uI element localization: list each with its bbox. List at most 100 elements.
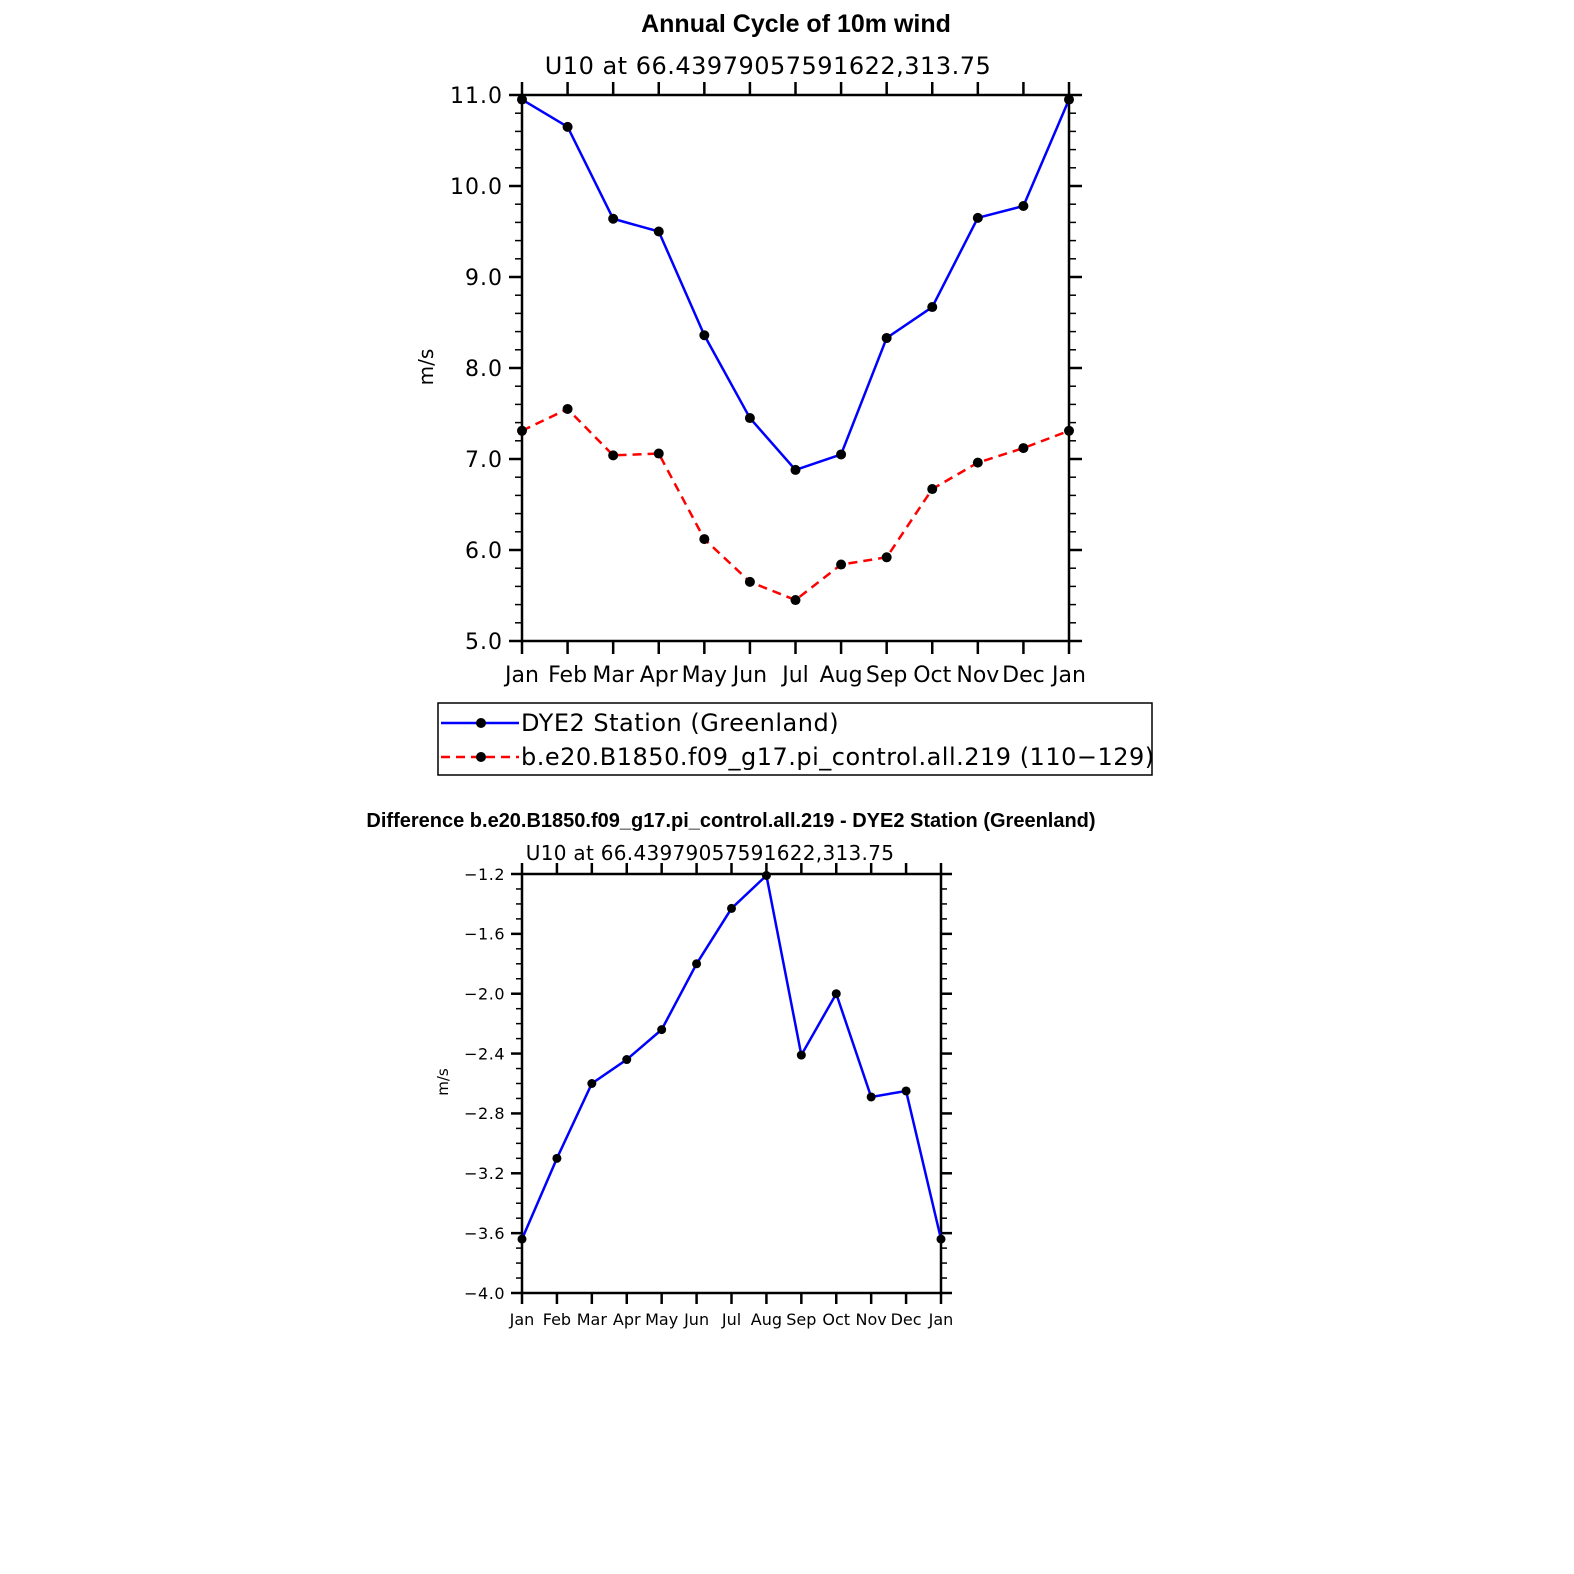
data-point [936,1234,946,1244]
x-tick-label: Jul [721,1310,741,1329]
x-tick-label: Apr [613,1310,641,1329]
data-point [1064,94,1074,105]
data-point [927,302,938,313]
y-tick-label: 6.0 [465,539,503,564]
series-line-0 [521,98,1071,472]
data-point [744,413,755,424]
x-tick-label: Apr [640,663,679,688]
legend-marker-observation [476,718,486,728]
y-tick-label: −1.2 [464,865,505,884]
data-point [790,595,801,606]
data-point [587,1079,597,1088]
data-point [1018,201,1029,212]
data-point [796,1050,806,1060]
data-point [608,213,619,224]
x-tick-label: Sep [866,663,907,688]
x-tick-label: Jan [509,1310,535,1329]
data-point [552,1153,562,1163]
y-tick-label: −2.8 [464,1104,505,1123]
x-tick-label: Jun [731,663,767,688]
chart1-ylabel: m/s [414,349,438,386]
x-tick-label: Jun [683,1310,709,1329]
difference-chart: Difference b.e20.B1850.f09_g17.pi_contro… [366,810,1095,1329]
y-tick-label: 11.0 [450,84,503,109]
legend-label-observation: DYE2 Station (Greenland) [521,709,839,737]
data-point [699,330,710,341]
y-tick-label: 8.0 [465,357,503,382]
x-tick-label: Jan [503,663,539,688]
annual-cycle-chart: Annual Cycle of 10m wind U10 at 66.43979… [414,10,1155,776]
data-point [836,449,847,460]
x-tick-label: Jan [1050,663,1086,688]
x-tick-label: Dec [1002,663,1045,688]
chart2-ylabel: m/s [434,1068,452,1096]
y-tick-label: −2.4 [464,1044,505,1063]
chart1-title: Annual Cycle of 10m wind [641,10,951,38]
data-point [562,403,573,414]
plot-frame [520,93,1071,643]
data-point [657,1025,667,1035]
data-point [699,534,710,545]
data-point [653,448,664,459]
x-tick-label: Oct [913,663,951,688]
y-tick-label: 7.0 [465,448,503,473]
y-tick-label: 10.0 [450,175,503,200]
data-point [866,1092,876,1102]
data-point [517,1234,527,1244]
chart1-legend: DYE2 Station (Greenland) b.e20.B1850.f09… [437,702,1155,776]
y-tick-label: −2.0 [464,984,505,1003]
data-point [1064,425,1074,436]
x-tick-label: May [645,1310,678,1329]
data-point [744,576,755,587]
x-tick-label: Nov [856,1310,887,1329]
data-point [831,989,841,999]
legend-marker-model [476,752,486,762]
x-tick-label: May [682,663,727,688]
data-point [761,870,771,880]
x-tick-label: Dec [891,1310,922,1329]
x-tick-label: Sep [786,1310,816,1329]
chart2-title: Difference b.e20.B1850.f09_g17.pi_contro… [366,810,1095,832]
legend-label-model: b.e20.B1850.f09_g17.pi_control.all.219 (… [521,743,1155,771]
x-tick-label: Nov [956,663,999,688]
legend-item-model: b.e20.B1850.f09_g17.pi_control.all.219 (… [441,743,1155,771]
data-point [653,226,664,237]
legend-item-observation: DYE2 Station (Greenland) [441,709,839,737]
series-line-1 [521,407,1070,602]
data-point [562,121,573,132]
x-tick-label: Oct [822,1310,850,1329]
x-tick-label: Feb [548,663,587,688]
x-tick-label: Jan [928,1310,954,1329]
y-tick-label: −4.0 [464,1284,505,1303]
data-point [727,903,736,913]
x-tick-label: Mar [577,1310,608,1329]
data-point [622,1055,632,1065]
data-point [790,464,801,475]
chart2-plot-area: −4.0 −3.6 −3.2 −2.8 −2.4 −2.0 −1.6 −1.2 Jan Feb Ma… [464,863,953,1329]
data-point [901,1086,911,1096]
x-tick-label: Aug [820,663,863,688]
data-point [972,212,983,223]
y-tick-label: −3.2 [464,1164,505,1183]
data-point [836,559,847,570]
data-point [927,484,938,495]
x-tick-label: Mar [592,663,634,688]
chart1-subtitle: U10 at 66.43979057591622,313.75 [545,52,992,80]
x-tick-label: Feb [543,1310,571,1329]
y-tick-label: −3.6 [464,1224,505,1243]
data-point [692,959,702,969]
chart2-subtitle: U10 at 66.43979057591622,313.75 [526,841,895,865]
plot-frame [520,872,943,1295]
data-point [1018,443,1029,454]
data-point [517,425,527,436]
y-tick-label: 5.0 [465,630,503,655]
data-point [608,450,619,461]
data-point [881,552,892,563]
x-tick-label: Jul [780,663,809,688]
data-point [517,94,527,105]
data-point [972,457,983,468]
series-line-0 [520,874,943,1240]
y-tick-label: 9.0 [465,266,503,291]
